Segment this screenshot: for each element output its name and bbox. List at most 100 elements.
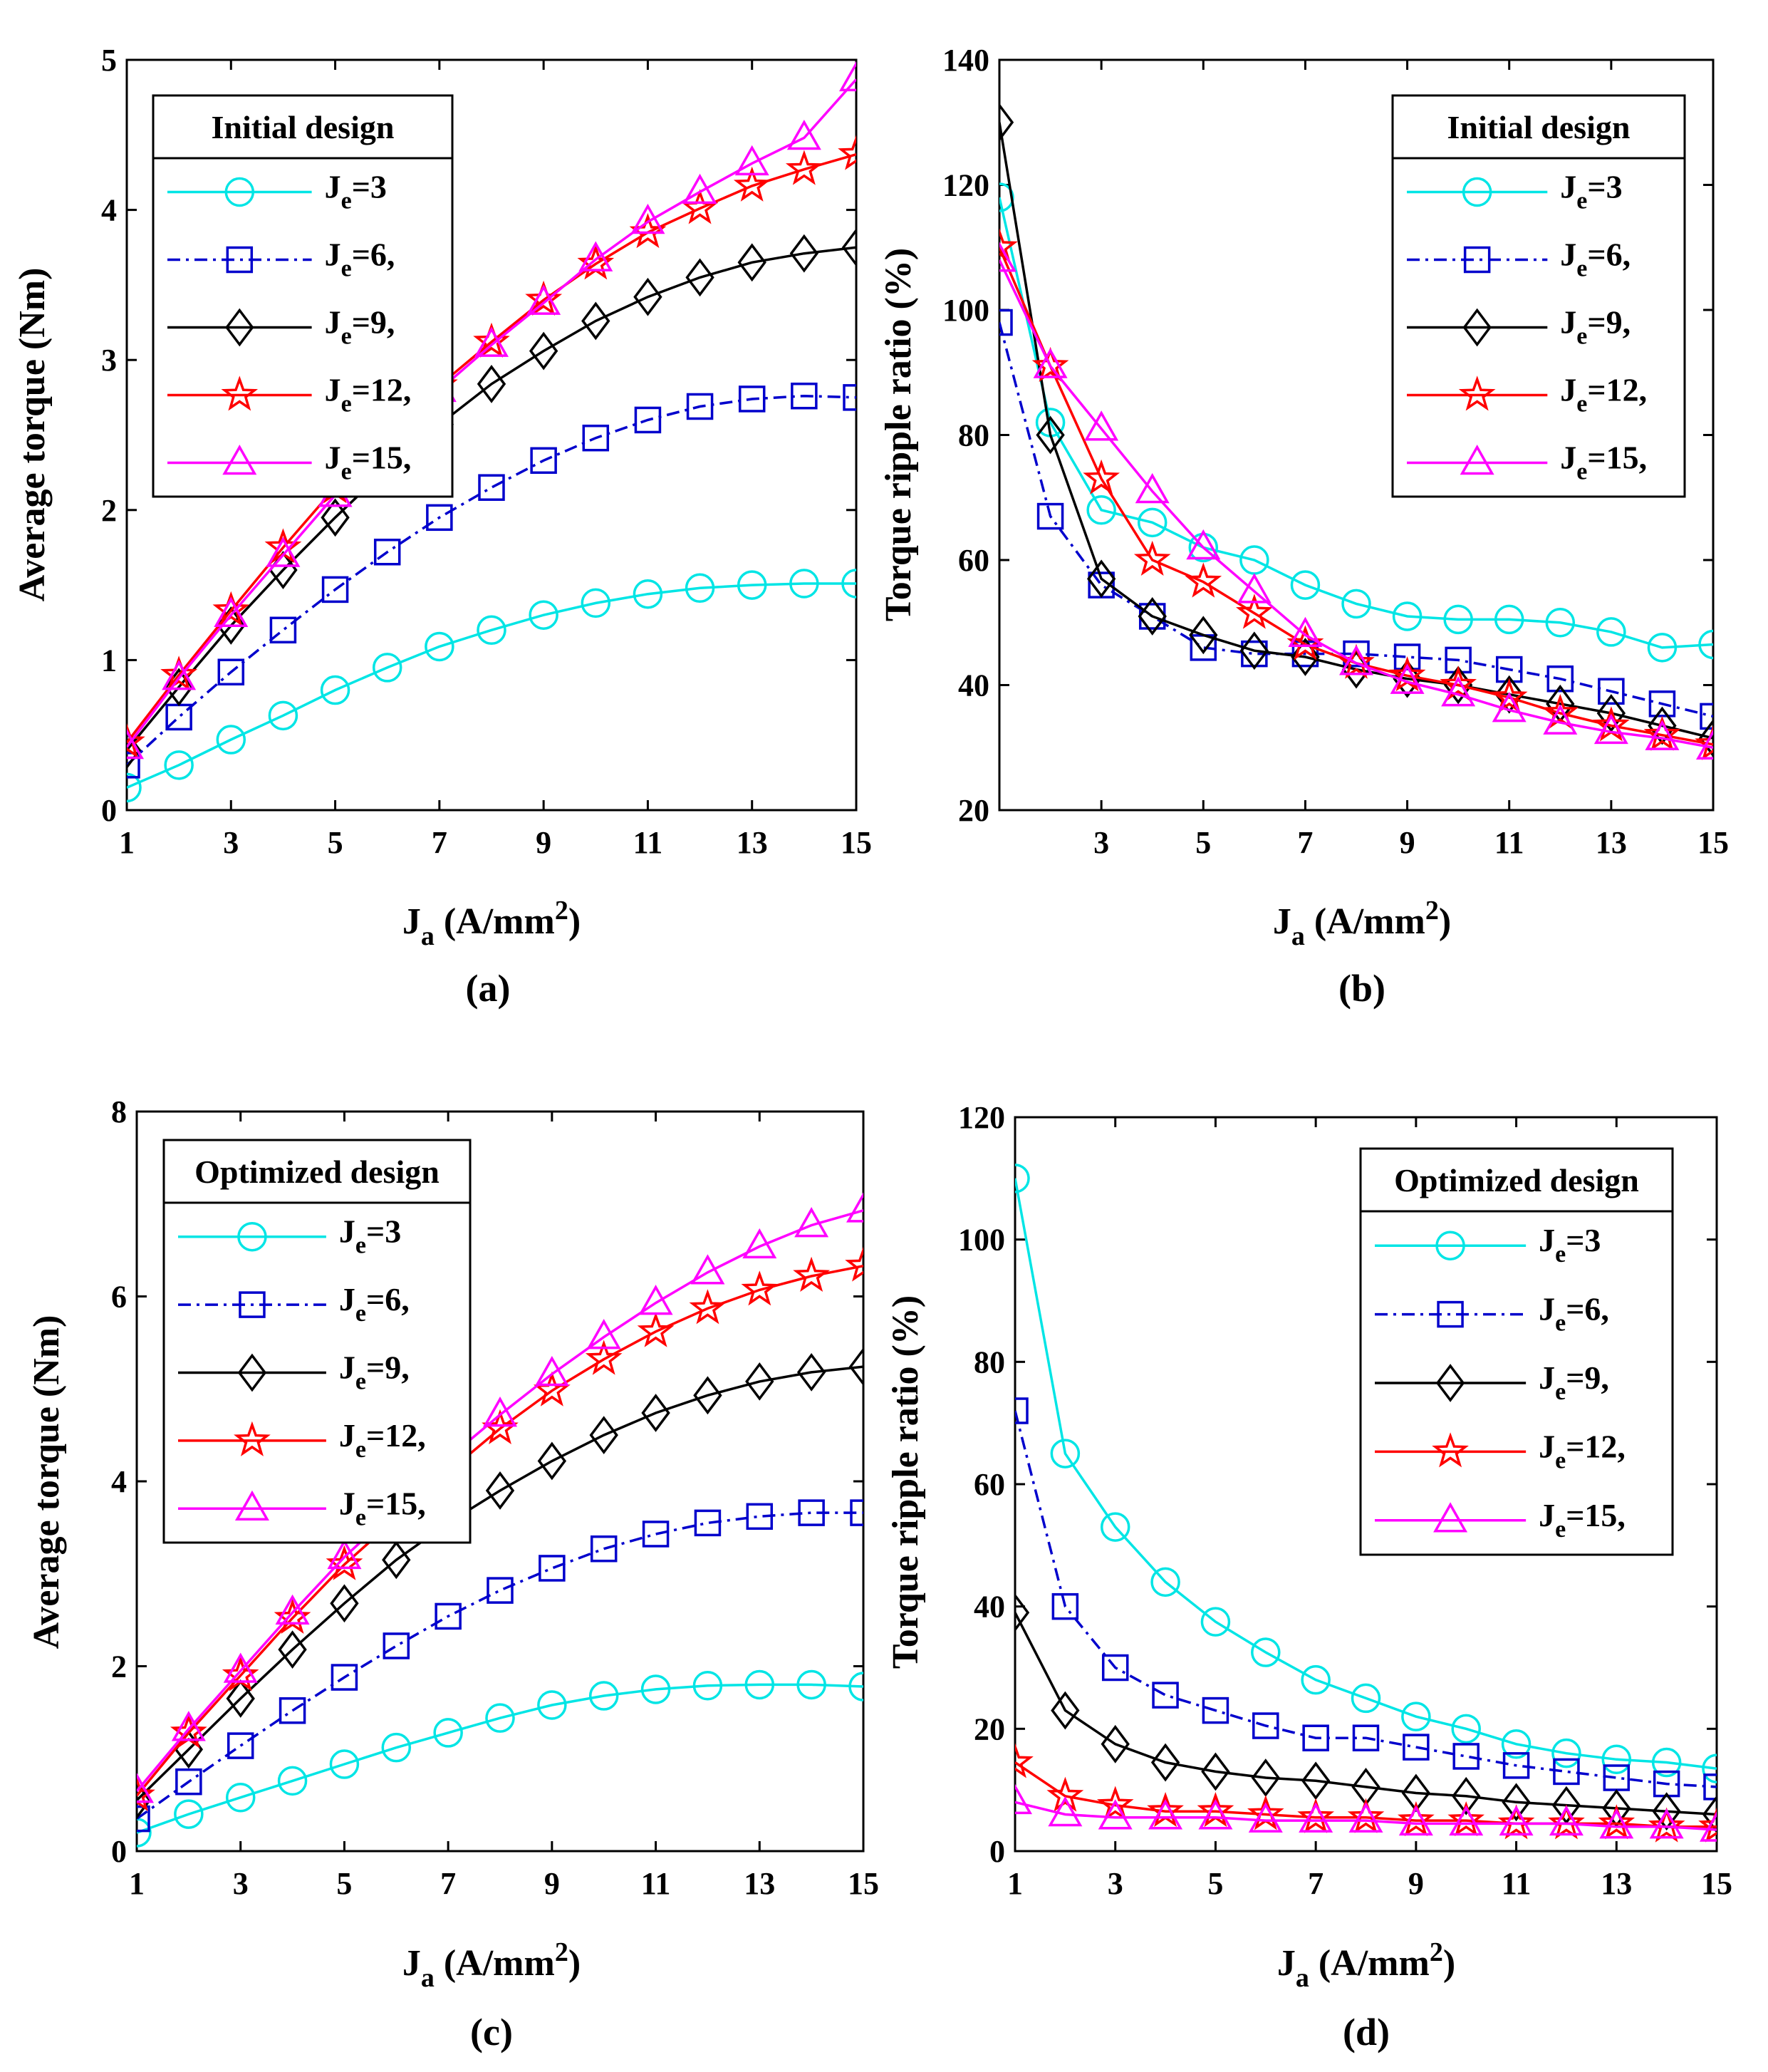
- data-point: [693, 1376, 722, 1415]
- data-point: [433, 1718, 463, 1748]
- data-point: [1050, 1439, 1081, 1468]
- y-tick-label: 100: [958, 1223, 1005, 1258]
- data-point: [127, 723, 145, 759]
- data-point: [529, 600, 558, 630]
- legend-marker: [222, 444, 257, 475]
- legend-box: [1391, 94, 1686, 498]
- data-point: [741, 1270, 779, 1306]
- data-point: [1343, 640, 1370, 668]
- data-point: [1015, 1397, 1029, 1424]
- data-point: [529, 331, 558, 371]
- data-point: [1403, 1734, 1430, 1761]
- data-point: [633, 277, 662, 316]
- panel-caption: (a): [466, 967, 511, 1010]
- data-point: [1048, 1796, 1083, 1827]
- data-point: [999, 103, 1014, 142]
- data-point: [321, 576, 349, 604]
- data-point: [794, 1207, 829, 1238]
- data-point: [223, 1652, 258, 1683]
- legend-marker: [234, 1490, 269, 1521]
- data-point: [1202, 1697, 1229, 1724]
- legend: Initial design Je=3 Je=6, Je=9, Je=12, Je=15,: [1391, 94, 1686, 498]
- legend-label: Je=6,: [1539, 1291, 1609, 1337]
- legend-marker: [237, 1221, 267, 1252]
- data-point: [1189, 616, 1218, 655]
- data-point: [1397, 1801, 1435, 1837]
- x-tick-label: 3: [233, 1866, 249, 1901]
- data-point: [174, 1799, 204, 1829]
- x-axis-label: Ja (A/mm2): [402, 1937, 581, 1993]
- y-tick-label: 2: [101, 493, 117, 528]
- data-point: [999, 182, 1014, 212]
- y-tick-label: 80: [958, 418, 989, 453]
- data-point: [999, 242, 1017, 272]
- x-tick-label: 9: [1400, 825, 1415, 860]
- data-point: [588, 1681, 619, 1711]
- data-point: [791, 382, 818, 410]
- data-point: [1083, 459, 1120, 494]
- data-point: [1015, 1593, 1030, 1632]
- x-tick-label: 7: [1308, 1866, 1324, 1901]
- data-point: [848, 1347, 863, 1387]
- data-point: [1548, 1804, 1585, 1840]
- x-tick-label: 1: [129, 1866, 145, 1901]
- data-point: [1150, 1567, 1180, 1597]
- data-point: [1652, 1792, 1681, 1831]
- data-point: [1698, 719, 1713, 758]
- legend: Optimized design Je=3 Je=6, Je=9, Je=12, Je=1…: [162, 1139, 472, 1544]
- data-point: [686, 393, 714, 420]
- data-point: [1148, 1799, 1183, 1830]
- data-point: [737, 570, 767, 600]
- y-tick-label: 0: [111, 1834, 127, 1869]
- data-point: [1492, 692, 1527, 722]
- legend-label: Je=12,: [339, 1417, 426, 1463]
- series-line: [999, 197, 1713, 649]
- data-point: [1695, 729, 1713, 760]
- data-point: [786, 119, 821, 150]
- data-point: [685, 258, 714, 297]
- data-point: [227, 1732, 254, 1759]
- data-point: [838, 135, 856, 170]
- data-point: [127, 752, 140, 779]
- data-point: [793, 1256, 831, 1292]
- data-point: [581, 301, 610, 341]
- data-point: [1698, 629, 1713, 660]
- data-point: [1502, 1783, 1531, 1822]
- legend-label: Je=9,: [1560, 304, 1631, 350]
- data-point: [841, 228, 856, 267]
- data-point: [1351, 1683, 1381, 1714]
- data-point: [214, 596, 249, 627]
- data-point: [1401, 1701, 1431, 1731]
- y-tick-label: 20: [958, 793, 989, 828]
- data-point: [745, 1362, 774, 1401]
- data-point: [1598, 678, 1625, 705]
- data-point: [1490, 678, 1528, 714]
- x-tick-label: 3: [1108, 1866, 1123, 1901]
- legend-marker: [1458, 375, 1496, 411]
- data-point: [694, 1509, 722, 1537]
- legend-marker: [1462, 177, 1492, 207]
- x-tick-label: 11: [1494, 825, 1524, 860]
- x-tick-label: 15: [848, 1866, 879, 1901]
- data-point: [1647, 633, 1678, 663]
- data-point: [738, 385, 766, 413]
- panel-caption: (b): [1338, 967, 1385, 1010]
- data-point: [734, 145, 769, 176]
- data-point: [137, 1818, 152, 1848]
- data-point: [327, 1538, 362, 1570]
- data-point: [321, 498, 350, 537]
- legend-title: Optimized design: [194, 1154, 440, 1190]
- data-point: [534, 1355, 569, 1387]
- data-point: [1036, 415, 1065, 455]
- data-point: [789, 569, 819, 599]
- y-tick-label: 5: [101, 43, 117, 78]
- legend-marker: [1432, 1432, 1469, 1468]
- legend: Initial design Je=3 Je=6, Je=9, Je=12, Je=15,: [152, 94, 454, 498]
- data-point: [1643, 715, 1681, 751]
- data-point: [1494, 675, 1524, 714]
- x-tick-label: 5: [328, 825, 343, 860]
- data-point: [1084, 410, 1119, 441]
- data-point: [1299, 1802, 1333, 1833]
- data-point: [1702, 1754, 1717, 1783]
